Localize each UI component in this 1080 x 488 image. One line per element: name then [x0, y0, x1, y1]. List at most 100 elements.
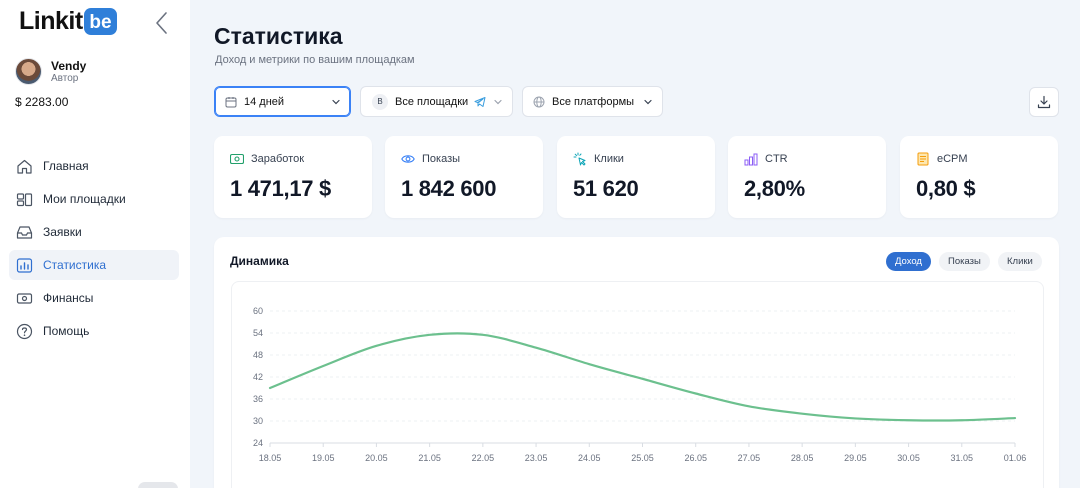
dynamics-panel: Динамика Доход Показы Клики 24 30 36 42 48 54… [214, 237, 1059, 488]
x-tick-label: 22.05 [472, 453, 495, 463]
sidebar-item-finance[interactable]: Финансы [9, 283, 179, 313]
x-tick-label: 27.05 [738, 453, 761, 463]
receipt-icon [916, 152, 930, 166]
chevron-down-icon [644, 99, 652, 105]
chevron-left-icon [156, 12, 167, 34]
period-value: 14 дней [244, 95, 285, 108]
metric-label: Заработок [251, 153, 305, 165]
metric-label: Показы [422, 153, 461, 165]
x-tick-label: 30.05 [897, 453, 920, 463]
x-tick-label: 01.06 [1004, 453, 1027, 463]
sidebar-item-statistics[interactable]: Статистика [9, 250, 179, 280]
metric-label: Клики [594, 153, 624, 165]
site-badge: B [372, 93, 388, 110]
sidebar-item-home[interactable]: Главная [9, 151, 179, 181]
x-tick-label: 29.05 [844, 453, 867, 463]
eye-icon [401, 152, 415, 166]
sites-value: Все площадки [395, 95, 469, 108]
collapse-sidebar-button[interactable] [152, 10, 172, 36]
wallet-icon [16, 290, 33, 307]
page-title: Статистика [214, 23, 343, 49]
metric-value: 0,80 $ [916, 176, 976, 201]
sites-icon [16, 191, 33, 208]
tab-clicks[interactable]: Клики [998, 252, 1042, 271]
chart-icon [16, 257, 33, 274]
theme-toggle[interactable] [138, 482, 178, 488]
svg-text:be: be [89, 12, 111, 33]
sidebar: Linkit be Vendy Автор $ 2283.00 Главная [0, 0, 190, 488]
x-tick-label: 25.05 [631, 453, 654, 463]
globe-icon [533, 96, 545, 107]
calendar-icon [225, 96, 237, 107]
sidebar-item-requests[interactable]: Заявки [9, 217, 179, 247]
user-profile[interactable]: Vendy Автор [15, 58, 86, 85]
metric-card-ecpm: eCPM 0,80 $ [900, 136, 1058, 218]
platforms-value: Все платформы [552, 95, 635, 108]
download-button[interactable] [1029, 87, 1059, 117]
sidebar-item-label: Главная [43, 159, 89, 173]
home-icon [16, 158, 33, 175]
logo-mark: be [83, 7, 117, 35]
logo-text: Linkit [19, 6, 83, 35]
y-tick-label: 54 [253, 328, 263, 338]
download-icon [1037, 95, 1051, 109]
sites-select[interactable]: B Все площадки [360, 86, 513, 117]
metric-card-ctr: CTR 2,80% [728, 136, 886, 218]
y-tick-label: 60 [253, 306, 263, 316]
y-tick-label: 24 [253, 438, 263, 448]
y-tick-label: 36 [253, 394, 263, 404]
sidebar-item-help[interactable]: Помощь [9, 316, 179, 346]
metric-value: 1 842 600 [401, 176, 497, 201]
y-tick-label: 48 [253, 350, 263, 360]
help-icon [16, 323, 33, 340]
chart-title: Динамика [230, 254, 289, 268]
tab-income[interactable]: Доход [886, 252, 931, 271]
x-tick-label: 18.05 [259, 453, 282, 463]
user-role: Автор [51, 72, 79, 84]
balance: $ 2283.00 [15, 95, 69, 109]
logo[interactable]: Linkit be [19, 6, 117, 36]
tab-impressions[interactable]: Показы [939, 252, 990, 271]
x-tick-label: 23.05 [525, 453, 548, 463]
x-tick-label: 31.05 [951, 453, 974, 463]
main-content: Статистика Доход и метрики по вашим площ… [190, 0, 1080, 488]
telegram-icon [474, 96, 486, 107]
plot-area: 24 30 36 42 48 54 60 18.05 19.05 20.05 21.05 22.05 2… [231, 281, 1044, 488]
metric-value: 2,80% [744, 176, 805, 201]
metric-card-impressions: Показы 1 842 600 [385, 136, 543, 218]
avatar [15, 58, 42, 85]
metric-value: 1 471,17 $ [230, 176, 331, 201]
x-tick-label: 19.05 [312, 453, 335, 463]
sidebar-item-sites[interactable]: Мои площадки [9, 184, 179, 214]
sidebar-item-label: Помощь [43, 324, 90, 338]
x-tick-label: 20.05 [365, 453, 388, 463]
x-tick-label: 26.05 [684, 453, 707, 463]
sidebar-nav: Главная Мои площадки Заявки Статистика Ф… [9, 151, 179, 349]
inbox-icon [16, 224, 33, 241]
metric-label: CTR [765, 153, 788, 165]
chevron-down-icon [332, 99, 340, 105]
user-name: Vendy [51, 58, 87, 73]
metric-card-earnings: Заработок 1 471,17 $ [214, 136, 372, 218]
sidebar-item-label: Мои площадки [43, 192, 126, 206]
click-icon [573, 152, 587, 166]
sidebar-item-label: Статистика [43, 258, 107, 272]
sidebar-item-label: Финансы [43, 291, 94, 305]
line-chart: 24 30 36 42 48 54 60 18.05 19.05 20.05 21.05 22.05 2… [253, 306, 1027, 463]
platforms-select[interactable]: Все платформы [522, 86, 663, 117]
bars-icon [744, 152, 758, 166]
metric-card-clicks: Клики 51 620 [557, 136, 715, 218]
chevron-down-icon [494, 99, 502, 105]
x-tick-label: 24.05 [578, 453, 601, 463]
period-select[interactable]: 14 дней [214, 86, 351, 117]
metric-label: eCPM [937, 153, 968, 165]
sidebar-item-label: Заявки [43, 225, 82, 239]
x-tick-label: 21.05 [418, 453, 441, 463]
money-icon [230, 152, 244, 166]
page-subtitle: Доход и метрики по вашим площадкам [215, 54, 415, 66]
x-tick-label: 28.05 [791, 453, 814, 463]
series-line [268, 332, 1017, 422]
y-tick-label: 42 [253, 372, 263, 382]
y-tick-label: 30 [253, 416, 263, 426]
metric-value: 51 620 [573, 176, 639, 201]
